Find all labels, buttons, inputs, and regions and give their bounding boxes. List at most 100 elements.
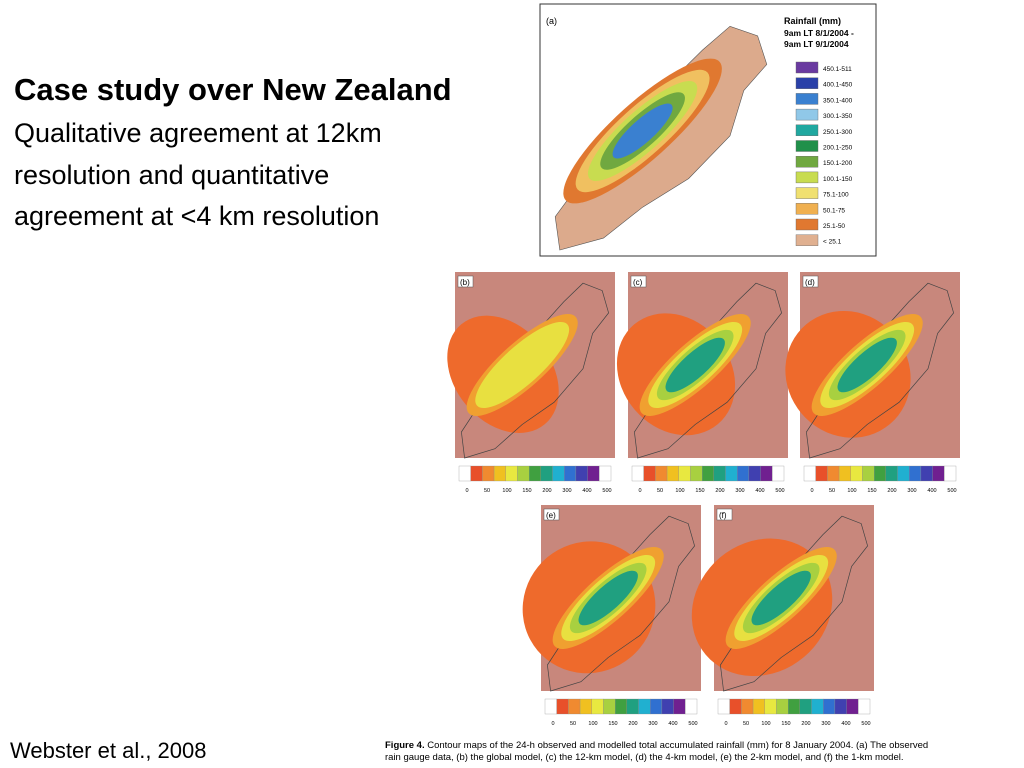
rain-band xyxy=(475,321,570,409)
colorbar-tick: 0 xyxy=(551,721,554,727)
colorbar-cell xyxy=(661,698,674,715)
colorbar-cell xyxy=(564,465,577,482)
legend-label: 75.1-100 xyxy=(823,192,849,199)
colorbar-cell xyxy=(760,465,773,482)
colorbar-cell xyxy=(944,465,957,482)
colorbar-tick: 150 xyxy=(695,488,704,494)
colorbar-tick: 300 xyxy=(735,488,744,494)
colorbar-cell xyxy=(729,698,742,715)
colorbar-tick: 150 xyxy=(867,488,876,494)
colorbar-tick: 500 xyxy=(602,488,611,494)
figure: (a) Rainfall (mm) 9am LT 8/1/2004 -9am LT … xyxy=(447,3,960,727)
model-panel: (e) 0 50 100 150 200 300 400 500 xyxy=(522,505,701,727)
colorbar-tick: 400 xyxy=(582,488,591,494)
panel-label: (a) xyxy=(546,16,557,26)
legend-swatch xyxy=(795,155,819,168)
colorbar-cell xyxy=(505,465,518,482)
label-box xyxy=(630,275,647,288)
colorbar-tick: 400 xyxy=(841,721,850,727)
colorbar-cell xyxy=(544,698,557,715)
figure-caption: Figure 4. Contour maps of the 24-h obser… xyxy=(385,740,928,764)
colorbar-cell xyxy=(827,465,840,482)
colorbar-cell xyxy=(885,465,898,482)
colorbar-tick: 200 xyxy=(715,488,724,494)
colorbar-cell xyxy=(603,698,616,715)
colorbar-tick: 500 xyxy=(688,721,697,727)
colorbar-tick: 0 xyxy=(724,721,727,727)
colorbar-cell xyxy=(552,465,565,482)
map xyxy=(554,25,768,251)
panel-label: (c) xyxy=(633,278,643,287)
legend-swatch xyxy=(795,108,819,121)
legend-period: 9am LT 9/1/2004 xyxy=(784,39,849,49)
colorbar-cell xyxy=(579,698,592,715)
legend-swatch xyxy=(795,77,819,89)
label-box xyxy=(543,508,560,521)
legend-label: 250.1-300 xyxy=(823,129,853,136)
colorbar-tick: 150 xyxy=(522,488,531,494)
rain-band xyxy=(751,570,811,626)
colorbar-cell xyxy=(776,698,789,715)
legend-label: < 25.1 xyxy=(823,239,842,246)
colorbar-tick: 200 xyxy=(542,488,551,494)
citation: Webster et al., 2008 xyxy=(10,738,207,763)
colorbar-tick: 400 xyxy=(755,488,764,494)
colorbar-tick: 100 xyxy=(761,721,770,727)
colorbar-cell xyxy=(823,698,836,715)
panel-label: (d) xyxy=(805,278,815,287)
colorbar-cell xyxy=(626,698,639,715)
legend-swatch xyxy=(795,203,819,215)
legend-label: 450.1-511 xyxy=(823,66,852,73)
colorbar-tick: 300 xyxy=(648,721,657,727)
colorbar-cell xyxy=(764,698,777,715)
colorbar-cell xyxy=(799,698,812,715)
colorbar-cell xyxy=(737,465,750,482)
legend-title: Rainfall (mm) xyxy=(784,16,841,26)
colorbar-tick: 0 xyxy=(810,488,813,494)
colorbar-tick: 200 xyxy=(801,721,810,727)
colorbar-tick: 50 xyxy=(484,488,490,494)
colorbar-tick: 0 xyxy=(638,488,641,494)
rain-band xyxy=(578,570,638,626)
colorbar-cell xyxy=(540,465,553,482)
colorbar-cell xyxy=(772,465,785,482)
model-panel: (c) 0 50 100 150 200 300 400 500 xyxy=(616,272,788,494)
colorbar-tick: 100 xyxy=(588,721,597,727)
rain-band xyxy=(837,337,897,393)
colorbar-tick: 150 xyxy=(781,721,790,727)
caption-line: Contour maps of the 24-h observed and mo… xyxy=(427,740,929,751)
colorbar-cell xyxy=(599,465,612,482)
legend-label: 25.1-50 xyxy=(823,223,845,230)
legend-label: 300.1-350 xyxy=(823,113,853,120)
legend-period: 9am LT 8/1/2004 - xyxy=(784,28,854,38)
caption-label: Figure 4. xyxy=(385,740,425,751)
colorbar-tick: 150 xyxy=(608,721,617,727)
body-line: Qualitative agreement at 12km xyxy=(14,118,382,148)
colorbar-cell xyxy=(673,698,686,715)
colorbar-cell xyxy=(713,465,726,482)
colorbar-cell xyxy=(846,698,859,715)
panel-a: (a) Rainfall (mm) 9am LT 8/1/2004 -9am LT … xyxy=(539,3,877,257)
colorbar-cell xyxy=(815,465,828,482)
legend-label: 350.1-400 xyxy=(823,97,853,104)
colorbar-cell xyxy=(568,698,581,715)
colorbar-cell xyxy=(834,698,847,715)
colorbar-cell xyxy=(874,465,886,482)
panel-label: (b) xyxy=(460,278,470,287)
label-box xyxy=(457,275,474,288)
label-box xyxy=(802,275,819,288)
legend-label: 50.1-75 xyxy=(823,207,845,214)
colorbar-tick: 500 xyxy=(947,488,956,494)
colorbar-cell xyxy=(482,465,495,482)
legend-swatch xyxy=(795,61,819,74)
colorbar-cell xyxy=(909,465,922,482)
colorbar-tick: 300 xyxy=(562,488,571,494)
colorbar-cell xyxy=(788,698,800,715)
colorbar-tick: 50 xyxy=(570,721,576,727)
colorbar-cell xyxy=(666,465,679,482)
colorbar-cell xyxy=(685,698,698,715)
colorbar-cell xyxy=(811,698,824,715)
colorbar-cell xyxy=(638,698,651,715)
colorbar-cell xyxy=(631,465,644,482)
